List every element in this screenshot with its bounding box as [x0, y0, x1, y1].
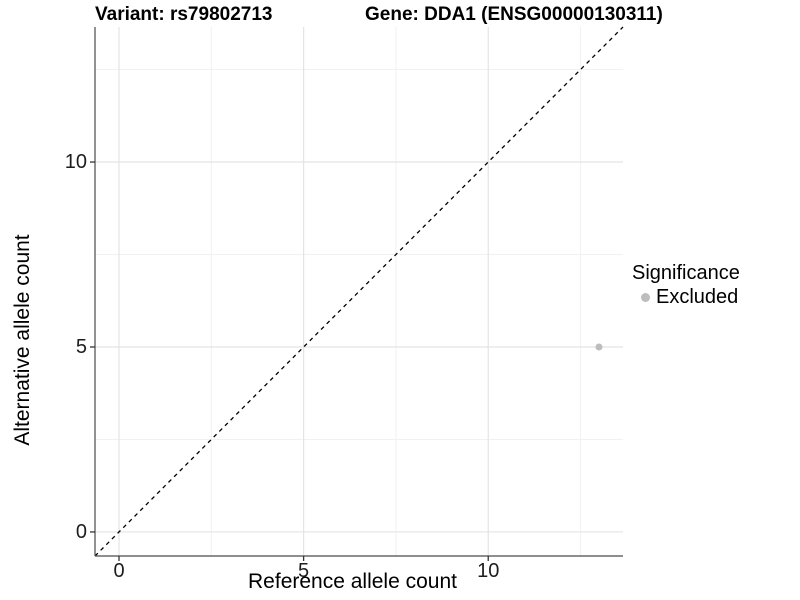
y-tick-label: 0 — [75, 520, 87, 543]
x-tick-label: 5 — [298, 560, 310, 582]
y-tick-label: 10 — [64, 151, 87, 174]
legend: Significance Excluded — [632, 262, 740, 308]
identity-dashed-line — [94, 26, 624, 557]
x-tick-label: 10 — [477, 560, 500, 582]
legend-entries: Excluded — [632, 286, 740, 308]
y-tick-label: 5 — [75, 335, 87, 358]
legend-key — [636, 288, 654, 306]
x-tick-label: 0 — [113, 560, 125, 582]
data-point — [595, 343, 603, 351]
legend-label: Excluded — [656, 286, 739, 308]
legend-title: Significance — [632, 262, 740, 284]
plot-title-variant: Variant: rs79802713 — [95, 4, 273, 25]
y-axis-title: Alternative allele count — [11, 234, 34, 446]
plot-title-gene: Gene: DDA1 (ENSG00000130311) — [365, 4, 663, 25]
legend-entry: Excluded — [632, 286, 740, 308]
legend-key-dot-icon — [640, 292, 650, 302]
x-axis-title: Reference allele count — [248, 570, 457, 593]
